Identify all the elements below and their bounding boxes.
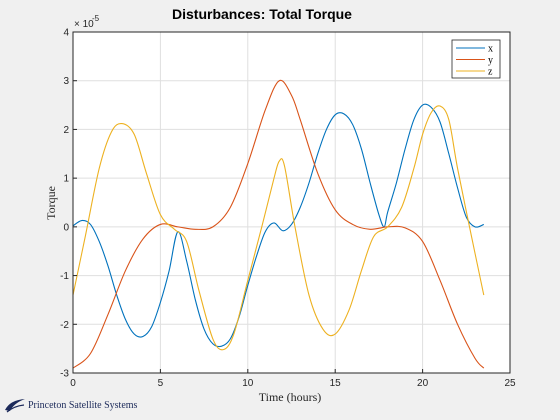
x-tick-label: 15 bbox=[330, 378, 342, 389]
x-axis-label: Time (hours) bbox=[259, 390, 322, 404]
x-tick-label: 20 bbox=[417, 378, 429, 389]
plot-area bbox=[73, 32, 510, 373]
y-tick-label: 0 bbox=[63, 222, 69, 233]
y-tick-label: 1 bbox=[63, 174, 69, 185]
legend-label-x: x bbox=[488, 44, 493, 55]
y-tick-label: 2 bbox=[63, 125, 69, 136]
brand-label: Princeton Satellite Systems bbox=[28, 400, 137, 411]
brand: Princeton Satellite Systems bbox=[4, 394, 137, 416]
x-tick-label: 10 bbox=[242, 378, 254, 389]
y-exponent: × 10 -5 bbox=[74, 14, 100, 30]
legend-label-y: y bbox=[488, 55, 493, 66]
x-tick-label: 5 bbox=[158, 378, 164, 389]
y-tick-label: -2 bbox=[60, 320, 69, 331]
y-tick-label: -3 bbox=[60, 369, 69, 380]
legend: xyz bbox=[452, 40, 500, 78]
x-tick-label: 25 bbox=[504, 378, 516, 389]
y-tick-label: -1 bbox=[60, 271, 69, 282]
y-tick-label: 3 bbox=[63, 76, 69, 87]
y-exponent-power: -5 bbox=[92, 14, 100, 23]
x-tick-label: 0 bbox=[70, 378, 76, 389]
chart-title: Disturbances: Total Torque bbox=[172, 6, 352, 22]
y-tick-label: 4 bbox=[63, 28, 69, 39]
swoosh-logo-icon bbox=[4, 396, 26, 414]
y-axis-label: Torque bbox=[44, 186, 58, 220]
legend-label-z: z bbox=[488, 67, 493, 78]
